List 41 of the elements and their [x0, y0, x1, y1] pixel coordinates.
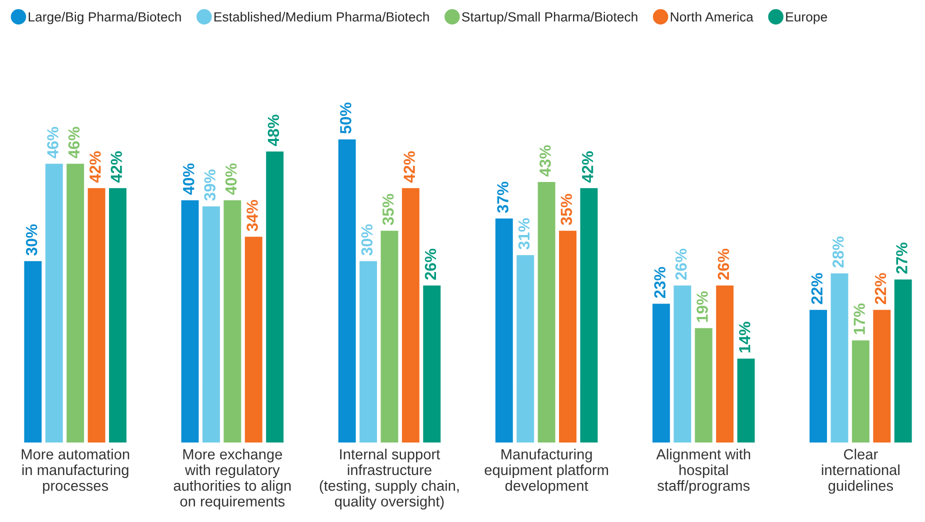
data-label: 46% — [47, 126, 58, 158]
data-label: 30% — [26, 224, 38, 256]
data-label: 14% — [739, 322, 750, 352]
data-label: 23% — [654, 266, 666, 298]
data-label: 26% — [718, 248, 730, 280]
data-label: 19% — [696, 291, 708, 322]
legend-label: Startup/Small Pharma/Biotech — [462, 12, 638, 24]
x-tick-label: Manufacturing equipment platform development — [484, 448, 608, 494]
data-label: 31% — [518, 218, 530, 250]
data-label: 27% — [896, 242, 908, 274]
legend-label: Large/Big Pharma/Biotech — [28, 12, 181, 24]
data-label: 35% — [382, 194, 394, 226]
x-tick-label: Clear international guidelines — [822, 448, 900, 494]
data-label: 48% — [268, 114, 280, 146]
data-label: 39% — [204, 170, 216, 201]
data-label: 37% — [497, 182, 508, 213]
data-label: 42% — [90, 151, 101, 183]
data-label: 46% — [68, 126, 80, 158]
data-label: 30% — [361, 224, 373, 256]
legend-label: North America — [670, 12, 754, 22]
data-label: 42% — [404, 151, 415, 183]
data-label: 28% — [832, 236, 844, 268]
data-label: 22% — [811, 273, 823, 304]
data-label: 42% — [582, 151, 594, 183]
data-label: 35% — [560, 194, 572, 226]
data-label: 50% — [340, 102, 352, 134]
data-label: 34% — [246, 200, 258, 232]
x-tick-label: Alignment with hospital staff/programs — [656, 448, 750, 494]
data-label: 17% — [854, 304, 865, 334]
data-label: 40% — [182, 163, 194, 195]
x-tick-label: More automation in manufacturing processes — [22, 448, 130, 494]
data-label: 26% — [675, 248, 687, 280]
data-label: 40% — [225, 163, 237, 195]
data-label: 26% — [424, 248, 436, 280]
legend-label: Europe — [786, 12, 828, 24]
data-label: 22% — [874, 273, 886, 304]
x-tick-label: Internal support infrastructure (testing, supply chain, quality oversight) — [320, 448, 459, 510]
x-tick-label: More exchange with regulatory authorities to align on requirements — [174, 448, 291, 510]
legend-label: Established/Medium Pharma/Biotech — [214, 12, 429, 22]
data-label: 42% — [110, 151, 122, 183]
data-label: 43% — [540, 145, 551, 176]
